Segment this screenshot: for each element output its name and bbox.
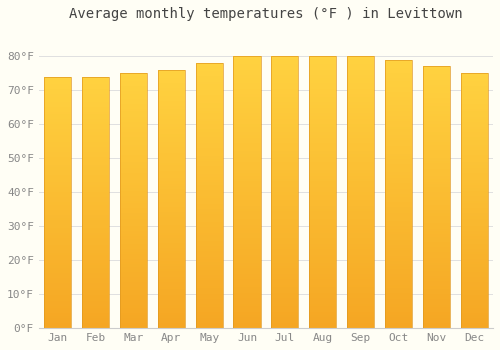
Bar — [120, 73, 147, 328]
Bar — [460, 73, 488, 328]
Title: Average monthly temperatures (°F ) in Levittown: Average monthly temperatures (°F ) in Le… — [69, 7, 462, 21]
Bar — [347, 56, 374, 328]
Bar — [309, 56, 336, 328]
Bar — [196, 63, 223, 328]
Bar — [234, 56, 260, 328]
Bar — [422, 66, 450, 328]
Bar — [271, 56, 298, 328]
Bar — [82, 77, 109, 328]
Bar — [385, 60, 412, 328]
Bar — [158, 70, 185, 328]
Bar — [44, 77, 72, 328]
